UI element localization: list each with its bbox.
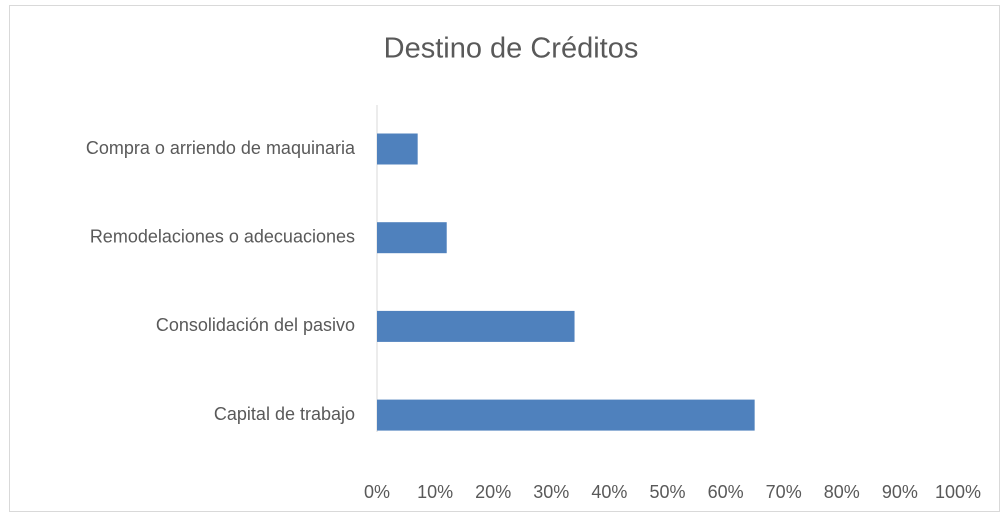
chart-border [9, 5, 1000, 512]
x-tick-label: 60% [708, 482, 744, 502]
bar [377, 222, 447, 254]
chart-title: Destino de Créditos [384, 33, 639, 65]
y-tick-label: Capital de trabajo [214, 404, 355, 424]
x-tick-label: 70% [766, 482, 802, 502]
x-tick-label: 90% [882, 482, 918, 502]
y-tick-label: Remodelaciones o adecuaciones [90, 226, 355, 246]
x-tick-label: 0% [364, 482, 390, 502]
x-tick-label: 40% [591, 482, 627, 502]
x-tick-label: 10% [417, 482, 453, 502]
bar [377, 310, 575, 342]
x-tick-label: 100% [935, 482, 981, 502]
x-tick-label: 80% [824, 482, 860, 502]
x-tick-label: 30% [533, 482, 569, 502]
y-tick-label: Consolidación del pasivo [156, 315, 355, 335]
bar [377, 133, 418, 165]
x-tick-label: 20% [475, 482, 511, 502]
x-tick-label: 50% [649, 482, 685, 502]
bar [377, 399, 755, 431]
y-tick-label: Compra o arriendo de maquinaria [86, 138, 356, 158]
